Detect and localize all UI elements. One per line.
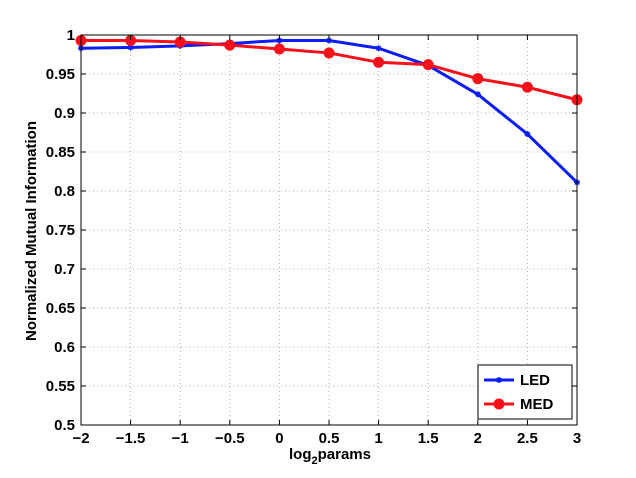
x-axis-label-tail: params (318, 446, 371, 463)
data-point-med (224, 39, 236, 51)
data-point-led (524, 131, 531, 138)
y-tick-label: 0.65 (46, 300, 75, 317)
data-point-led (474, 91, 481, 98)
x-axis-label-main: log (289, 446, 312, 463)
legend-entry-led: LED (484, 372, 550, 389)
x-tick-label: 2.5 (517, 430, 538, 447)
data-point-med (273, 43, 285, 55)
x-axis-label: log2params (289, 446, 371, 467)
x-tick-label: 0.5 (319, 430, 340, 447)
legend-box (477, 364, 573, 420)
x-tick-label: 1.5 (418, 430, 439, 447)
legend: LED MED (477, 364, 573, 420)
legend-entry-med: MED (484, 396, 554, 413)
y-tick-label: 0.7 (54, 261, 75, 278)
y-tick-label: 0.85 (46, 144, 75, 161)
legend-marker-led (496, 377, 502, 383)
grid-lines (81, 35, 577, 425)
y-axis-label: Normalized Mutual Information (23, 121, 40, 341)
y-tick-label: 0.95 (46, 66, 75, 83)
x-tick-label: −1 (172, 430, 189, 447)
legend-label-led: LED (520, 372, 550, 389)
data-point-med (373, 56, 385, 68)
y-tick-label: 0.55 (46, 378, 75, 395)
x-tick-label: 0 (275, 430, 283, 447)
x-tick-label: 2 (474, 430, 482, 447)
data-point-med (323, 47, 335, 59)
y-tick-label: 0.6 (54, 339, 75, 356)
x-tick-label: −2 (72, 430, 89, 447)
axis-ticks: −2 −1.5 −1 −0.5 0 0.5 1 1.5 2 2.5 3 0.5 0.55 0.6 0.65 0… (46, 27, 581, 447)
series-layer (75, 34, 583, 186)
y-tick-label: 0.9 (54, 105, 75, 122)
data-point-led (127, 44, 134, 51)
legend-marker-med (493, 398, 505, 410)
x-axis-label-subscript: 2 (312, 455, 318, 467)
data-point-led (375, 45, 382, 52)
y-tick-label: 1 (67, 27, 75, 44)
series-med (75, 34, 583, 106)
data-point-med (521, 81, 533, 93)
y-tick-label: 0.75 (46, 222, 75, 239)
x-tick-label: 1 (374, 430, 382, 447)
x-tick-label: −1.5 (116, 430, 146, 447)
data-point-med (422, 59, 434, 71)
y-tick-label: 0.5 (54, 417, 75, 434)
y-tick-label: 0.8 (54, 183, 75, 200)
x-tick-label: −0.5 (215, 430, 245, 447)
data-point-med (472, 73, 484, 85)
legend-label-med: MED (520, 396, 554, 413)
x-tick-label: 3 (573, 430, 581, 447)
